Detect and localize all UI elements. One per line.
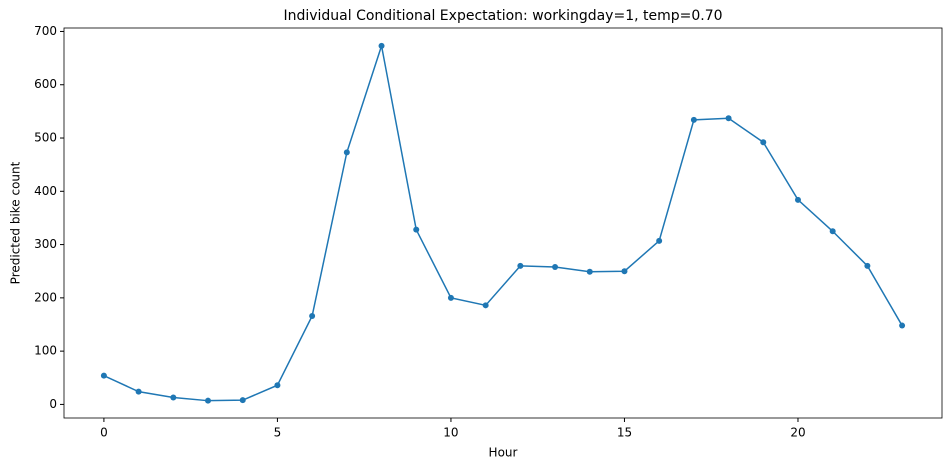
y-tick-label: 200	[34, 290, 57, 304]
plot-frame	[63, 27, 943, 419]
point	[725, 115, 732, 122]
point	[760, 139, 767, 146]
point	[690, 116, 697, 123]
y-axis-label: Predicted bike count	[9, 161, 23, 284]
point	[447, 294, 454, 301]
y-tick-label: 600	[34, 77, 57, 91]
x-tick-label: 15	[617, 426, 632, 440]
x-tick-label: 5	[274, 426, 282, 440]
point	[170, 394, 177, 401]
x-tick-label: 10	[443, 426, 458, 440]
point	[899, 322, 906, 329]
point	[205, 397, 212, 404]
point	[274, 382, 281, 389]
line	[103, 45, 903, 402]
point	[482, 302, 489, 309]
point	[100, 372, 107, 379]
point	[864, 262, 871, 269]
x-tick-label: 0	[100, 426, 108, 440]
point	[794, 196, 801, 203]
point	[586, 268, 593, 275]
x-axis-label: Hour	[489, 446, 518, 460]
point	[656, 237, 663, 244]
y-tick-label: 100	[34, 344, 57, 358]
y-tick-label: 500	[34, 131, 57, 145]
point	[413, 226, 420, 233]
y-tick-label: 700	[34, 24, 57, 38]
chart-title: Individual Conditional Expectation: work…	[283, 8, 722, 24]
y-tick-label: 0	[49, 397, 57, 411]
y-tick-label: 400	[34, 184, 57, 198]
y-tick-label: 300	[34, 237, 57, 251]
point	[378, 42, 385, 49]
point	[829, 228, 836, 235]
point	[135, 388, 142, 395]
point	[343, 149, 350, 156]
point	[552, 263, 559, 270]
point	[239, 397, 246, 404]
point	[309, 312, 316, 319]
x-tick-label: 20	[790, 426, 805, 440]
point	[517, 262, 524, 269]
point	[621, 268, 628, 275]
